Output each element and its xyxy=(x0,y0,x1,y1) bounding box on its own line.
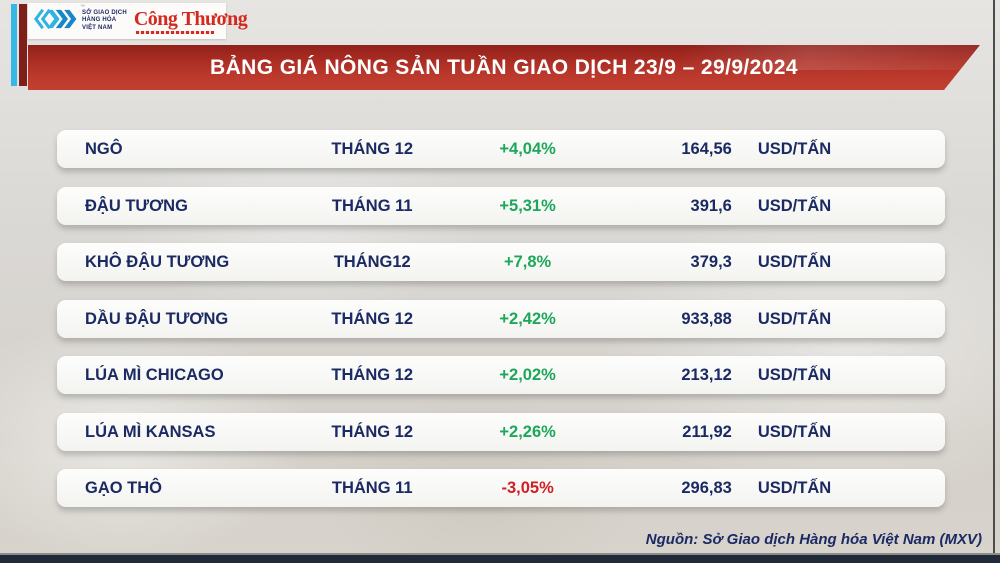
commodity-name: KHÔ ĐẬU TƯƠNG xyxy=(85,252,230,271)
price-value: 164,56 xyxy=(681,139,732,158)
price-value: 211,92 xyxy=(682,422,732,441)
change-percent: +5,31% xyxy=(499,196,556,215)
change-percent: +4,04% xyxy=(499,139,556,158)
left-accent-bar-red xyxy=(19,4,27,86)
change-percent: +2,02% xyxy=(499,365,556,384)
contract-month: THÁNG 11 xyxy=(331,478,413,497)
commodity-name: LÚA MÌ KANSAS xyxy=(85,422,216,441)
page-title: BẢNG GIÁ NÔNG SẢN TUẦN GIAO DỊCH 23/9 – … xyxy=(210,55,798,79)
price-unit: USD/TẤN xyxy=(757,252,832,271)
congthuong-tagline xyxy=(135,30,214,34)
title-banner: BẢNG GIÁ NÔNG SẢN TUẦN GIAO DỊCH 23/9 – … xyxy=(28,45,980,90)
price-unit: USD/TẤN xyxy=(757,422,832,441)
contract-month: THÁNG 12 xyxy=(331,365,414,384)
table-row-lua-mi-chicago: LÚA MÌ CHICAGO THÁNG 12 +2,02% 213,12 US… xyxy=(57,356,945,394)
price-value: 379,3 xyxy=(690,252,732,271)
table-row-ngo: NGÔ THÁNG 12 +4,04% 164,56 USD/TẤN xyxy=(57,130,945,168)
source-attribution: Nguồn: Sở Giao dịch Hàng hóa Việt Nam (M… xyxy=(645,531,982,548)
change-percent: +2,26% xyxy=(499,422,556,441)
table-row-gao-tho: GẠO THÔ THÁNG 11 -3,05% 296,83 USD/TẤN xyxy=(57,469,945,507)
change-percent: -3,05% xyxy=(501,478,554,497)
contract-month: THÁNG 12 xyxy=(331,309,414,328)
commodity-name: ĐẬU TƯƠNG xyxy=(85,196,188,215)
table-row-dau-dau-tuong: DẦU ĐẬU TƯƠNG THÁNG 12 +2,42% 933,88 USD… xyxy=(57,300,945,338)
mxv-org-line1: SỞ GIAO DỊCH xyxy=(82,9,127,16)
commodity-name: NGÔ xyxy=(85,139,123,158)
table-row-kho-dau-tuong: KHÔ ĐẬU TƯƠNG THÁNG12 +7,8% 379,3 USD/TẤ… xyxy=(57,243,945,281)
contract-month: THÁNG 12 xyxy=(331,422,414,441)
commodity-name: LÚA MÌ CHICAGO xyxy=(85,365,224,384)
price-unit: USD/TẤN xyxy=(757,139,832,158)
bottom-frame-bar xyxy=(0,553,1000,563)
price-unit: USD/TẤN xyxy=(757,478,832,497)
price-unit: USD/TẤN xyxy=(757,309,832,328)
price-value: 391,6 xyxy=(690,196,732,215)
contract-month: THÁNG12 xyxy=(333,252,411,271)
congthuong-wordmark: Công Thương xyxy=(133,7,248,30)
contract-month: THÁNG 12 xyxy=(331,139,414,158)
congthuong-logo: Công Thương xyxy=(133,7,248,34)
change-percent: +2,42% xyxy=(499,309,556,328)
price-value: 296,83 xyxy=(681,478,732,497)
change-percent: +7,8% xyxy=(503,252,552,271)
header-logo-box: ™ SỞ GIAO DỊCH HÀNG HÓA VIỆT NAM Công Th… xyxy=(28,3,248,39)
commodity-name: DẦU ĐẬU TƯƠNG xyxy=(85,309,229,328)
table-row-dau-tuong: ĐẬU TƯƠNG THÁNG 11 +5,31% 391,6 USD/TẤN xyxy=(57,187,945,225)
right-frame-border xyxy=(993,0,995,563)
price-value: 933,88 xyxy=(681,309,732,328)
commodity-name: GẠO THÔ xyxy=(85,478,162,497)
price-unit: USD/TẤN xyxy=(757,196,832,215)
trademark-mark: ™ xyxy=(80,3,85,10)
mxv-org-name: SỞ GIAO DỊCH HÀNG HÓA VIỆT NAM xyxy=(82,10,127,33)
mxv-chevron-logo-icon: ™ xyxy=(32,4,85,37)
price-unit: USD/TẤN xyxy=(757,365,832,384)
mxv-org-line3: VIỆT NAM xyxy=(82,24,113,31)
left-accent-bar-cyan xyxy=(11,4,17,86)
table-row-lua-mi-kansas: LÚA MÌ KANSAS THÁNG 12 +2,26% 211,92 USD… xyxy=(57,413,945,451)
mxv-org-line2: HÀNG HÓA xyxy=(82,17,117,24)
price-value: 213,12 xyxy=(681,365,732,384)
contract-month: THÁNG 11 xyxy=(331,196,413,215)
